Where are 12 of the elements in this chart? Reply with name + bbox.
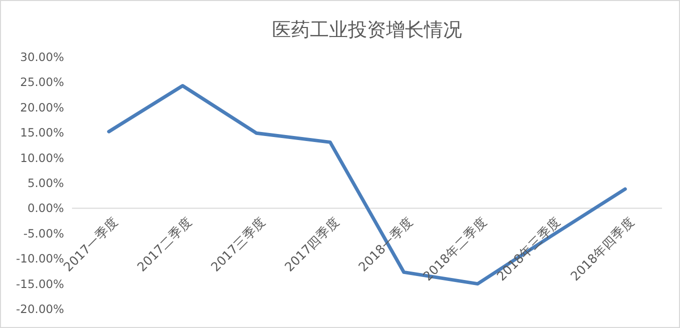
- y-tick-label: 20.00%: [20, 100, 64, 114]
- y-tick-label: 5.00%: [27, 176, 64, 190]
- chart-title: 医药工业投资增长情况: [272, 19, 462, 41]
- y-tick-label: 15.00%: [20, 126, 64, 140]
- y-tick-label: 10.00%: [20, 150, 64, 165]
- y-tick-label: -5.00%: [23, 226, 64, 240]
- y-tick-label: -20.00%: [16, 302, 64, 316]
- y-tick-label: 30.00%: [20, 50, 64, 64]
- y-tick-label: -10.00%: [16, 252, 64, 266]
- y-tick-label: 0.00%: [27, 201, 64, 216]
- y-tick-label: -15.00%: [16, 276, 64, 291]
- y-tick-label: 25.00%: [20, 75, 64, 90]
